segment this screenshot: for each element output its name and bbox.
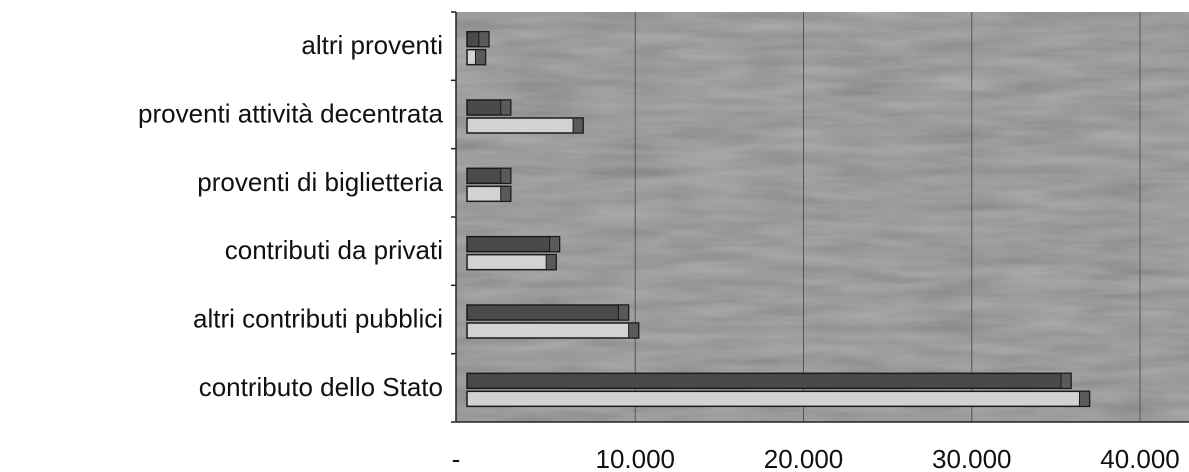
category-label: contributi da privati bbox=[225, 235, 443, 265]
bar-end-cap bbox=[1079, 390, 1091, 407]
bar-series-1 bbox=[466, 235, 561, 253]
plot-area bbox=[456, 12, 1189, 422]
bar-series-2 bbox=[466, 253, 557, 271]
category-label: altri proventi bbox=[301, 30, 443, 60]
bar-end-cap bbox=[500, 99, 512, 116]
x-tick-label: 40.000 bbox=[1100, 444, 1180, 472]
category-label: proventi di biglietteria bbox=[197, 167, 443, 197]
x-tick-label: 20.000 bbox=[764, 444, 844, 472]
bar-end-cap bbox=[618, 304, 630, 321]
bar-series-2 bbox=[466, 390, 1091, 408]
bar-end-cap bbox=[475, 49, 487, 66]
bar-series-1 bbox=[466, 372, 1072, 390]
labels: altri proventi proventi attività decentra… bbox=[138, 30, 1180, 472]
bars bbox=[466, 30, 1091, 408]
bar-end-cap bbox=[549, 236, 561, 253]
category-label: contributo dello Stato bbox=[199, 372, 443, 402]
bar-series-1 bbox=[466, 304, 630, 321]
bar-series-2 bbox=[466, 117, 584, 134]
category-label: altri contributi pubblici bbox=[193, 304, 443, 334]
bar-end-cap bbox=[500, 185, 512, 202]
bar-series-2 bbox=[466, 322, 640, 339]
gridlines bbox=[634, 12, 1141, 422]
axes bbox=[451, 11, 1189, 423]
bar-end-cap bbox=[500, 167, 512, 184]
x-tick-label: - bbox=[452, 444, 461, 472]
bar-end-cap bbox=[1060, 372, 1072, 389]
bar-end-cap bbox=[628, 322, 640, 339]
category-label: proventi attività decentrata bbox=[138, 99, 443, 129]
x-tick-label: 10.000 bbox=[595, 444, 675, 472]
bar-end-cap bbox=[545, 254, 557, 271]
bar-end-cap bbox=[478, 31, 490, 48]
plot-background bbox=[456, 12, 1189, 422]
bar-end-cap bbox=[572, 117, 584, 134]
x-tick-label: 30.000 bbox=[932, 444, 1012, 472]
